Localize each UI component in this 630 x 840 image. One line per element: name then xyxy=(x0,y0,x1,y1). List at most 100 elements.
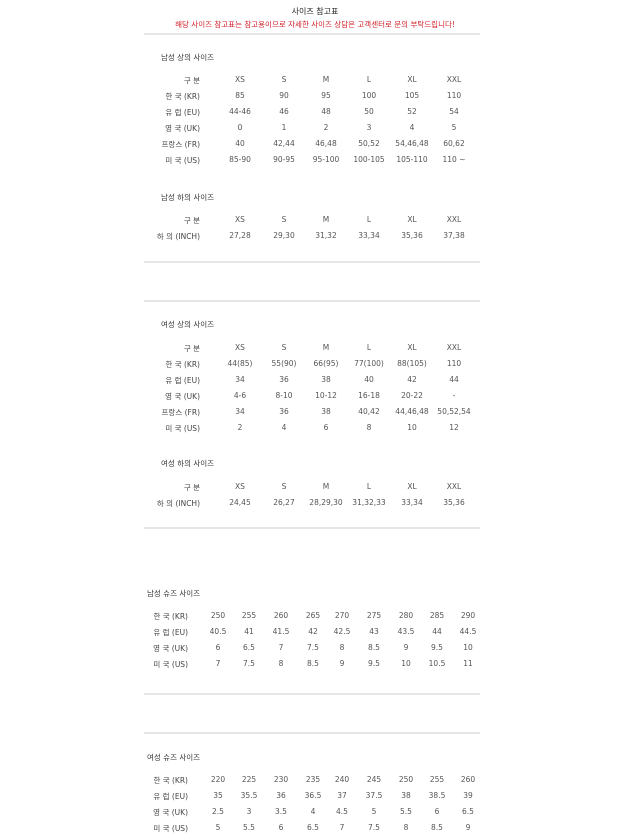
table-cell: 235 xyxy=(305,775,321,784)
section-title: 여성 하의 사이즈 xyxy=(161,459,215,468)
table-cell: 41.5 xyxy=(272,627,290,636)
table-cell: 250 xyxy=(398,775,414,784)
table-cell: M xyxy=(322,482,330,491)
table-cell: XL xyxy=(407,215,417,224)
table-cell: L xyxy=(366,482,372,491)
table-cell: 85 xyxy=(235,91,245,100)
table-cell: XL xyxy=(407,482,417,491)
table-cell: 225 xyxy=(241,775,257,784)
table-cell: 33,34 xyxy=(358,231,380,240)
table-cell: 20-22 xyxy=(401,391,423,400)
table-cell: 8 xyxy=(278,659,284,668)
table-cell: 255 xyxy=(241,611,257,620)
section-title: 남성 상의 사이즈 xyxy=(161,53,215,62)
row-label: 유 럽 (EU) xyxy=(153,792,188,801)
table-cell: 34 xyxy=(235,375,245,384)
table-cell: 60,62 xyxy=(443,139,465,148)
table-cell: 6 xyxy=(323,423,329,432)
table-cell: 260 xyxy=(273,611,289,620)
table-cell: 230 xyxy=(273,775,289,784)
table-cell: 34 xyxy=(235,407,245,416)
section-title: 남성 하의 사이즈 xyxy=(161,193,215,202)
table-cell: 3.5 xyxy=(275,807,287,816)
table-cell: 5 xyxy=(215,823,221,832)
table-cell: 31,32,33 xyxy=(352,498,386,507)
table-cell: 50 xyxy=(364,107,374,116)
table-cell: 270 xyxy=(334,611,350,620)
table-cell: 3 xyxy=(246,807,252,816)
table-cell: 7 xyxy=(278,643,284,652)
table-cell: 110 xyxy=(446,359,462,368)
table-cell: 5 xyxy=(371,807,377,816)
divider xyxy=(144,33,480,35)
table-cell: 220 xyxy=(210,775,226,784)
table-cell: 7.5 xyxy=(307,643,319,652)
row-label: 한 국 (KR) xyxy=(165,92,200,101)
table-cell: 52 xyxy=(407,107,417,116)
table-cell: L xyxy=(366,215,372,224)
row-label: 유 럽 (EU) xyxy=(165,376,200,385)
table-cell: L xyxy=(366,75,372,84)
table-cell: 6.5 xyxy=(462,807,474,816)
row-label: 한 국 (KR) xyxy=(153,776,188,785)
row-label: 한 국 (KR) xyxy=(153,612,188,621)
table-cell: 40 xyxy=(364,375,374,384)
table-cell: - xyxy=(452,391,456,400)
notice-text: 해당 사이즈 참고표는 참고용이므로 자세한 사이즈 상담은 고객센터로 문의 … xyxy=(175,20,455,29)
row-label: 미 국 (US) xyxy=(153,660,188,669)
table-cell: 77(100) xyxy=(354,359,384,368)
table-cell: 38 xyxy=(321,375,331,384)
table-cell: 10 xyxy=(463,643,473,652)
row-label: 영 국 (UK) xyxy=(165,124,200,133)
table-cell: 88(105) xyxy=(397,359,427,368)
table-cell: 54 xyxy=(449,107,459,116)
table-cell: 38 xyxy=(321,407,331,416)
table-cell: 240 xyxy=(334,775,350,784)
row-label: 유 럽 (EU) xyxy=(153,628,188,637)
table-cell: 50,52,54 xyxy=(437,407,471,416)
table-cell: 6 xyxy=(434,807,440,816)
table-cell: S xyxy=(281,343,287,352)
row-label: 미 국 (US) xyxy=(153,824,188,833)
table-cell: 40 xyxy=(235,139,245,148)
table-cell: XXL xyxy=(446,343,462,352)
table-cell: 105-110 xyxy=(396,155,428,164)
table-cell: XS xyxy=(235,343,245,352)
section-title: 여성 상의 사이즈 xyxy=(161,320,215,329)
table-cell: 28,29,30 xyxy=(309,498,343,507)
table-cell: 6.5 xyxy=(307,823,319,832)
table-cell: 43.5 xyxy=(397,627,415,636)
table-cell: 285 xyxy=(429,611,445,620)
table-cell: 5.5 xyxy=(400,807,412,816)
table-cell: 9 xyxy=(403,643,409,652)
table-cell: XXL xyxy=(446,215,462,224)
row-label: 영 국 (UK) xyxy=(165,392,200,401)
table-cell: 6.5 xyxy=(243,643,255,652)
table-cell: 8 xyxy=(366,423,372,432)
table-cell: XS xyxy=(235,482,245,491)
table-cell: 33,34 xyxy=(401,498,423,507)
section-title: 남성 슈즈 사이즈 xyxy=(147,589,201,598)
table-cell: 3 xyxy=(366,123,372,132)
table-cell: 66(95) xyxy=(313,359,339,368)
table-cell: 7 xyxy=(339,823,345,832)
divider xyxy=(144,261,480,263)
table-cell: 11 xyxy=(463,659,473,668)
table-cell: 43 xyxy=(369,627,379,636)
table-cell: 35,36 xyxy=(401,231,423,240)
row-label: 미 국 (US) xyxy=(165,424,200,433)
table-cell: 31,32 xyxy=(315,231,337,240)
table-cell: 40.5 xyxy=(209,627,227,636)
table-cell: 250 xyxy=(210,611,226,620)
table-cell: M xyxy=(322,215,330,224)
table-cell: 55(90) xyxy=(271,359,297,368)
table-cell: 10 xyxy=(401,659,411,668)
row-label: 프랑스 (FR) xyxy=(161,140,200,149)
table-cell: 9.5 xyxy=(368,659,380,668)
table-cell: 42 xyxy=(407,375,417,384)
table-cell: 42.5 xyxy=(333,627,351,636)
table-cell: 27,28 xyxy=(229,231,251,240)
table-cell: 39 xyxy=(463,791,473,800)
table-cell: 290 xyxy=(460,611,476,620)
table-cell: 29,30 xyxy=(273,231,295,240)
